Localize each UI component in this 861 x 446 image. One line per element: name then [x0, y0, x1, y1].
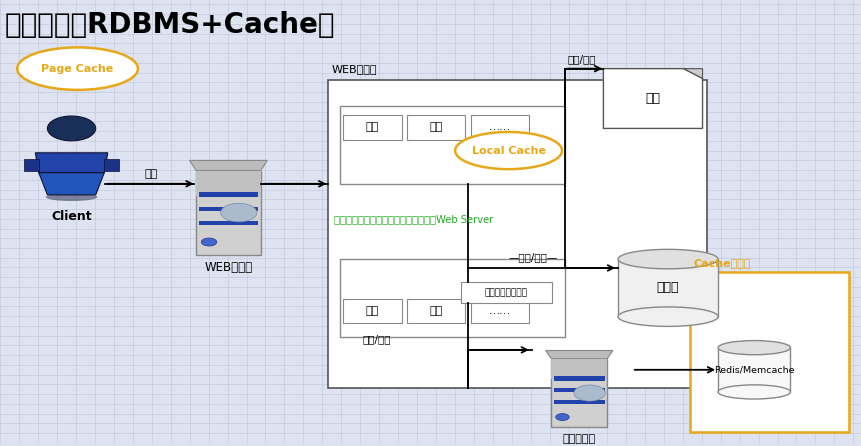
- Bar: [198, 221, 257, 225]
- Text: 请求: 请求: [144, 169, 158, 179]
- Text: Cache服务器: Cache服务器: [693, 258, 751, 268]
- Bar: [343, 299, 401, 323]
- Bar: [327, 80, 706, 388]
- Circle shape: [201, 238, 217, 246]
- Bar: [198, 192, 257, 197]
- Bar: [717, 347, 790, 392]
- Ellipse shape: [455, 132, 561, 169]
- Bar: [406, 115, 465, 140]
- Polygon shape: [24, 159, 39, 170]
- Polygon shape: [35, 153, 108, 173]
- Bar: [406, 299, 465, 323]
- Circle shape: [573, 385, 604, 401]
- Circle shape: [220, 203, 257, 222]
- Text: 单机时代（RDBMS+Cache）: 单机时代（RDBMS+Cache）: [4, 11, 334, 39]
- Polygon shape: [39, 173, 104, 195]
- Text: WEB服务器: WEB服务器: [331, 64, 377, 74]
- Text: WEB服务器: WEB服务器: [204, 261, 252, 274]
- Text: 【数据访问模块】: 【数据访问模块】: [485, 288, 527, 297]
- Text: ……: ……: [488, 122, 511, 132]
- Bar: [340, 106, 564, 184]
- Text: 数据库: 数据库: [656, 281, 678, 294]
- Bar: [195, 170, 260, 255]
- Ellipse shape: [17, 47, 138, 90]
- Text: 店铺: 店铺: [429, 306, 443, 316]
- Text: 产品: 产品: [365, 306, 379, 316]
- Bar: [343, 115, 401, 140]
- Bar: [553, 376, 604, 380]
- Text: ……: ……: [488, 306, 511, 316]
- Text: 读取/写入: 读取/写入: [362, 334, 390, 345]
- Text: 文件: 文件: [645, 92, 660, 105]
- Bar: [551, 359, 607, 379]
- Text: 订单: 订单: [429, 122, 443, 132]
- Polygon shape: [683, 69, 702, 78]
- Bar: [617, 259, 717, 317]
- Bar: [340, 259, 564, 337]
- Text: Page Cache: Page Cache: [41, 64, 114, 74]
- Ellipse shape: [617, 249, 717, 269]
- Ellipse shape: [617, 307, 717, 326]
- Ellipse shape: [717, 341, 790, 355]
- Bar: [551, 359, 607, 427]
- Polygon shape: [104, 159, 119, 170]
- Text: 读取/写入: 读取/写入: [567, 54, 595, 64]
- Text: Client: Client: [51, 211, 92, 223]
- Bar: [198, 206, 257, 211]
- Bar: [553, 388, 604, 392]
- Text: 【应用程序】不同功能模块集中在一个Web Server: 【应用程序】不同功能模块集中在一个Web Server: [333, 214, 492, 224]
- Bar: [470, 115, 529, 140]
- Polygon shape: [545, 351, 612, 359]
- Text: 会员: 会员: [365, 122, 379, 132]
- Circle shape: [555, 413, 568, 421]
- Text: 缓存服务器: 缓存服务器: [562, 434, 595, 444]
- Text: Redis/Memcache: Redis/Memcache: [713, 365, 794, 374]
- Text: —读取/写入—: —读取/写入—: [508, 252, 557, 263]
- Bar: [553, 400, 604, 404]
- Bar: [470, 299, 529, 323]
- Text: Local Cache: Local Cache: [471, 145, 545, 156]
- Polygon shape: [603, 69, 702, 128]
- Circle shape: [47, 116, 96, 141]
- Polygon shape: [189, 161, 267, 170]
- Ellipse shape: [46, 193, 97, 201]
- Bar: [195, 170, 260, 196]
- Bar: [689, 273, 848, 432]
- Ellipse shape: [717, 385, 790, 399]
- Bar: [461, 282, 551, 303]
